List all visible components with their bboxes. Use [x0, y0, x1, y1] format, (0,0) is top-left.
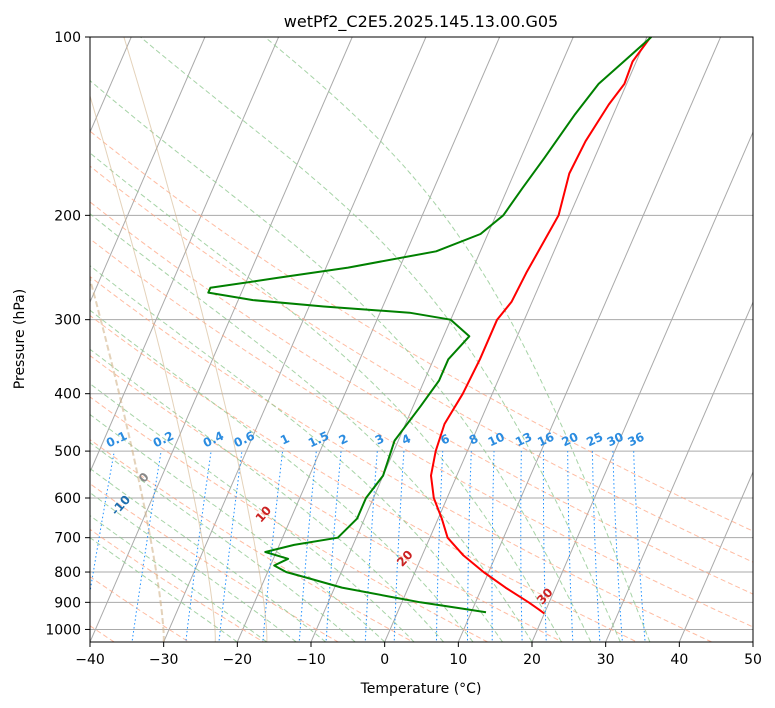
y-tick-label: 500	[54, 444, 81, 460]
mixing-ratio-line	[567, 451, 574, 642]
x-tick-label: 20	[523, 652, 541, 668]
mixing-ratio-line	[591, 451, 601, 642]
x-tick-label: −40	[75, 652, 105, 668]
x-tick-label: −20	[223, 652, 253, 668]
mixing-ratio-line	[542, 451, 547, 642]
mixing-ratio-label: 10	[486, 430, 507, 450]
isotherm-line	[90, 37, 206, 304]
dry-adiabat-line	[90, 439, 414, 642]
isotherm-line	[605, 300, 753, 642]
mixing-ratio-label: 16	[535, 430, 556, 450]
x-axis-label: Temperature (°C)	[360, 681, 482, 697]
isotherm-line	[90, 37, 280, 474]
dry-adiabat-line	[90, 130, 753, 532]
isotherm-line	[531, 130, 753, 642]
mixing-ratio-line	[491, 451, 495, 642]
plot-frame	[89, 36, 754, 643]
moist-adiabat-line	[90, 79, 592, 642]
isotherm-line	[0, 37, 58, 642]
y-tick-label: 1000	[45, 622, 81, 638]
moist-adiabat-line	[90, 152, 562, 642]
chart-title: wetPf2_C2E5.2025.145.13.00.G05	[284, 12, 558, 32]
y-tick-label: 100	[54, 30, 81, 46]
x-tick-label: 50	[744, 652, 762, 668]
dry-adiabat-line	[90, 355, 564, 642]
isotherm-line	[310, 37, 574, 642]
moist-adiabat-line	[140, 37, 621, 642]
mixing-ratio-label: 30	[605, 430, 626, 450]
x-tick-label: 0	[380, 652, 389, 668]
y-tick-label: 200	[54, 208, 81, 224]
dewpoint-profile	[207, 37, 652, 614]
y-tick-label: 800	[54, 565, 81, 581]
isotherm-line	[163, 37, 427, 642]
mixing-ratio-label: 13	[513, 430, 534, 450]
dry-adiabat-line	[90, 275, 713, 642]
moist-adiabat-line	[90, 441, 356, 642]
isotherm-line	[236, 37, 501, 642]
y-tick-label: 900	[54, 595, 81, 611]
reference-curve	[90, 274, 165, 642]
mixing-ratio-line	[467, 451, 472, 642]
dry-adiabat-line	[90, 314, 639, 642]
isotherm-line	[90, 37, 353, 642]
mixing-ratio-line	[393, 451, 405, 642]
y-tick-label: 700	[54, 531, 81, 547]
y-tick-label: 300	[54, 313, 81, 329]
moist-adiabat-line	[90, 265, 503, 642]
x-tick-label: 10	[449, 652, 467, 668]
mixing-ratio-line	[435, 451, 444, 642]
dry-adiabat-line	[90, 165, 753, 563]
moist-adiabat-line	[90, 309, 474, 642]
reference-curve	[123, 37, 268, 642]
plot-area	[90, 37, 753, 642]
isotherm-line	[384, 37, 648, 642]
moist-adiabat-line	[90, 467, 327, 642]
x-tick-label: 40	[670, 652, 688, 668]
moist-adiabat-line	[90, 413, 386, 642]
dry-adiabat-label: -20	[0, 445, 6, 470]
dry-adiabat-line	[90, 396, 489, 642]
mixing-ratio-label: 25	[584, 430, 605, 450]
isotherm-line	[752, 640, 753, 642]
isotherm-line	[678, 470, 753, 642]
x-tick-label: −30	[149, 652, 179, 668]
mixing-ratio-label: 20	[559, 430, 580, 450]
y-axis-label: Pressure (hPa)	[12, 289, 28, 389]
moist-adiabat-line	[90, 492, 297, 642]
y-tick-label: 400	[54, 387, 81, 403]
temperature-profile	[430, 37, 652, 615]
mixing-ratio-line	[520, 451, 523, 642]
dry-adiabat-line	[90, 238, 753, 628]
mixing-ratio-label: 36	[625, 430, 646, 450]
x-tick-label: 30	[597, 652, 615, 668]
isotherm-line	[457, 37, 722, 642]
moist-adiabat-line	[264, 37, 651, 642]
moist-adiabat-line	[90, 537, 238, 642]
moist-adiabat-line	[90, 348, 444, 642]
x-tick-label: −10	[296, 652, 326, 668]
moist-adiabat-line	[90, 213, 533, 642]
dry-adiabat-label: 40	[0, 0, 8, 7]
reference-curve	[90, 94, 216, 642]
y-tick-label: 600	[54, 491, 81, 507]
moist-adiabat-line	[90, 514, 268, 642]
